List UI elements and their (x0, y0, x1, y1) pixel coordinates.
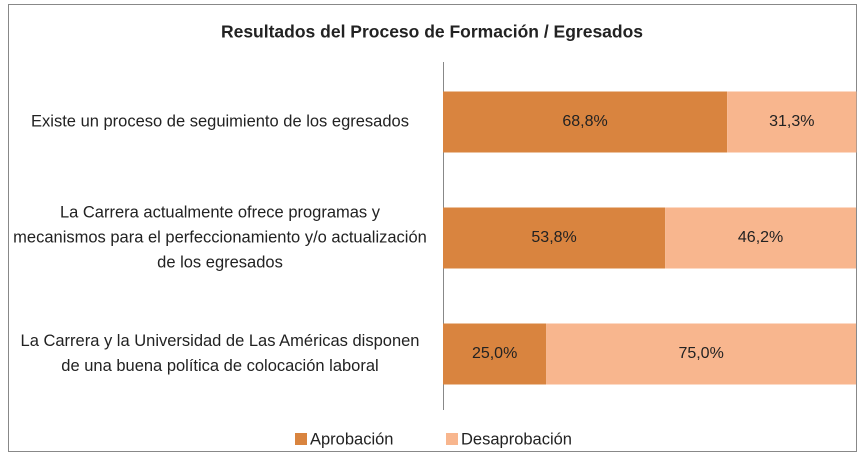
bar-segment (443, 207, 666, 269)
bar-segment (665, 207, 856, 269)
value-label: 31,3% (769, 113, 814, 130)
category-label: Existe un proceso de seguimiento de los … (31, 112, 409, 131)
legend-label: Desaprobación (461, 430, 572, 448)
legend-label: Aprobación (310, 430, 393, 448)
legend-swatch (446, 433, 458, 445)
value-label: 75,0% (678, 345, 723, 362)
bar-segment (443, 91, 728, 153)
bar-segment (546, 323, 856, 385)
legend-swatch (295, 433, 307, 445)
value-label: 25,0% (472, 345, 517, 362)
category-label: La Carrera y la Universidad de Las Améri… (20, 332, 420, 375)
bar-segment (443, 323, 547, 385)
value-label: 53,8% (531, 229, 576, 246)
value-label: 68,8% (562, 113, 607, 130)
bar-segment (727, 91, 857, 153)
chart-title: Resultados del Proceso de Formación / Eg… (221, 22, 643, 42)
category-label: La Carrera actualmente ofrece programas … (13, 203, 427, 272)
value-label: 46,2% (738, 229, 783, 246)
